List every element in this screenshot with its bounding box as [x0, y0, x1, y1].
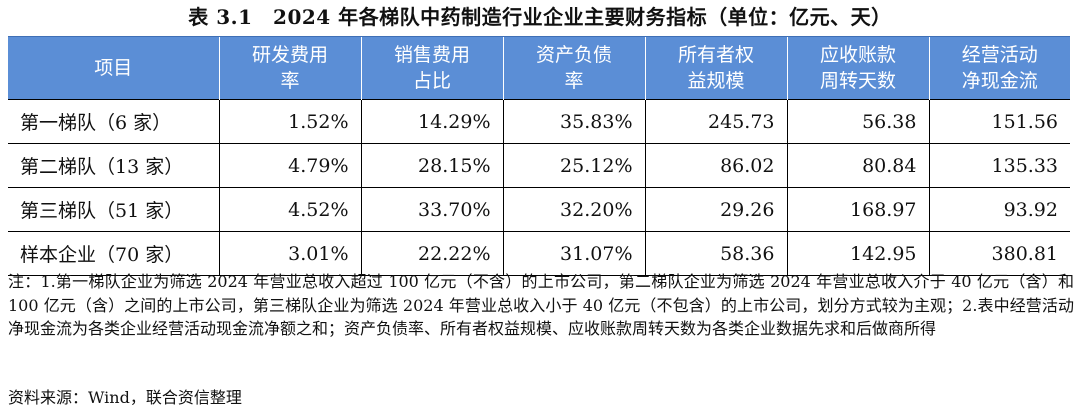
- header-line: 经营活动: [961, 44, 1038, 66]
- header-sales-expense-ratio: 销售费用 占比: [360, 36, 503, 100]
- header-line: 研发费用: [251, 44, 328, 66]
- table-cell: 245.73: [644, 99, 787, 144]
- header-line: 周转天数: [819, 70, 896, 92]
- financial-indicators-table: 项目 研发费用 率 销售费用 占比 资产负债 率 所有者权 益规模: [8, 36, 1070, 276]
- table-cell: 25.12%: [502, 143, 645, 188]
- table-cell: 28.15%: [360, 143, 503, 188]
- header-line: 率: [564, 70, 584, 92]
- table-cell: 58.36: [644, 231, 787, 276]
- table-cell: 1.52%: [218, 99, 361, 144]
- table-row: 第一梯队（6 家） 1.52% 14.29% 35.83% 245.73 56.…: [8, 99, 1070, 144]
- table-note: 注：1.第一梯队企业为筛选 2024 年营业总收入超过 100 亿元（不含）的上…: [8, 272, 1074, 338]
- table-cell: 29.26: [644, 187, 787, 232]
- header-line: 应收账款: [819, 44, 896, 66]
- table-cell: 3.01%: [218, 231, 361, 276]
- table-cell: 33.70%: [360, 187, 503, 232]
- table-row: 样本企业（70 家） 3.01% 22.22% 31.07% 58.36 142…: [8, 231, 1070, 276]
- header-line: 销售费用: [393, 44, 470, 66]
- header-line: 率: [280, 70, 300, 92]
- header-receivable-days: 应收账款 周转天数: [786, 36, 929, 100]
- header-line: 资产负债: [535, 44, 612, 66]
- header-line: 益规模: [687, 70, 745, 92]
- data-source: 资料来源：Wind，联合资信整理: [8, 388, 242, 407]
- table-cell: 32.20%: [502, 187, 645, 232]
- header-line: 占比: [412, 70, 451, 92]
- table-cell: 14.29%: [360, 99, 503, 144]
- row-label: 样本企业（70 家）: [8, 231, 219, 276]
- header-operating-cash-flow: 经营活动 净现金流: [928, 36, 1070, 100]
- table-cell: 151.56: [928, 99, 1070, 144]
- table-cell: 142.95: [786, 231, 929, 276]
- table-cell: 4.52%: [218, 187, 361, 232]
- table-cell: 80.84: [786, 143, 929, 188]
- table-row: 第二梯队（13 家） 4.79% 28.15% 25.12% 86.02 80.…: [8, 143, 1070, 188]
- row-label: 第一梯队（6 家）: [8, 99, 219, 144]
- table-cell: 31.07%: [502, 231, 645, 276]
- table-cell: 135.33: [928, 143, 1070, 188]
- table-cell: 35.83%: [502, 99, 645, 144]
- header-rd-expense-ratio: 研发费用 率: [218, 36, 361, 100]
- table-header-row: 项目 研发费用 率 销售费用 占比 资产负债 率 所有者权 益规模: [8, 36, 1070, 100]
- header-debt-ratio: 资产负债 率: [502, 36, 645, 100]
- header-line: 所有者权: [677, 44, 754, 66]
- row-label: 第三梯队（51 家）: [8, 187, 219, 232]
- table-cell: 4.79%: [218, 143, 361, 188]
- header-line: 净现金流: [961, 70, 1038, 92]
- row-label: 第二梯队（13 家）: [8, 143, 219, 188]
- header-equity-scale: 所有者权 益规模: [644, 36, 787, 100]
- table-cell: 56.38: [786, 99, 929, 144]
- table-cell: 380.81: [928, 231, 1070, 276]
- table-title: 表 3.1 2024 年各梯队中药制造行业企业主要财务指标（单位：亿元、天）: [188, 5, 892, 29]
- table-cell: 93.92: [928, 187, 1070, 232]
- header-line: 项目: [94, 57, 133, 79]
- table-cell: 22.22%: [360, 231, 503, 276]
- table-row: 第三梯队（51 家） 4.52% 33.70% 32.20% 29.26 168…: [8, 187, 1070, 232]
- header-item: 项目: [8, 36, 219, 100]
- table-cell: 168.97: [786, 187, 929, 232]
- table-cell: 86.02: [644, 143, 787, 188]
